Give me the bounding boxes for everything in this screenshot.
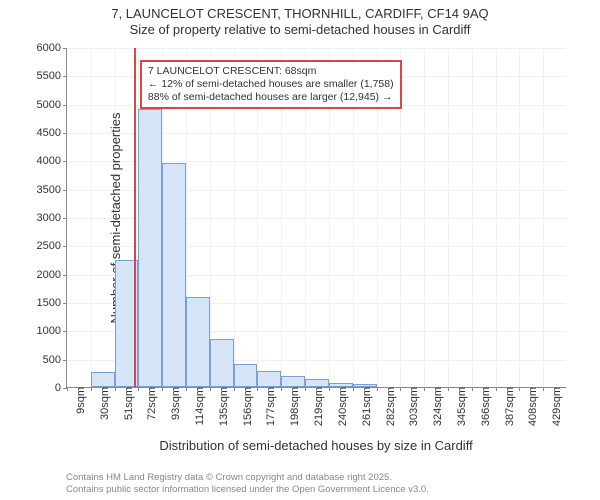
gridline-v xyxy=(519,48,520,387)
xtick-label: 198sqm xyxy=(283,387,301,426)
xtick-mark xyxy=(543,387,544,391)
ytick-mark xyxy=(63,48,67,49)
xtick-mark xyxy=(400,387,401,391)
histogram-bar xyxy=(186,297,210,387)
xtick-mark xyxy=(186,387,187,391)
xtick-mark xyxy=(377,387,378,391)
reference-marker-line xyxy=(134,48,136,387)
histogram-bar xyxy=(281,376,305,387)
xtick-label: 282sqm xyxy=(379,387,397,426)
histogram-bar xyxy=(305,379,329,388)
xtick-mark xyxy=(257,387,258,391)
plot-region: 0500100015002000250030003500400045005000… xyxy=(66,48,566,388)
xtick-mark xyxy=(234,387,235,391)
xtick-mark xyxy=(162,387,163,391)
histogram-bar xyxy=(138,109,162,387)
xtick-label: 30sqm xyxy=(93,387,111,420)
histogram-bar xyxy=(162,163,186,387)
ytick-mark xyxy=(63,76,67,77)
xtick-mark xyxy=(353,387,354,391)
xtick-label: 135sqm xyxy=(212,387,230,426)
histogram-bar xyxy=(257,371,281,387)
gridline-v xyxy=(424,48,425,387)
credits-block: Contains HM Land Registry data © Crown c… xyxy=(66,472,429,496)
credit-line-1: Contains HM Land Registry data © Crown c… xyxy=(66,472,429,484)
ytick-mark xyxy=(63,161,67,162)
gridline-v xyxy=(543,48,544,387)
histogram-bar xyxy=(91,372,115,387)
xtick-label: 240sqm xyxy=(331,387,349,426)
gridline-v xyxy=(448,48,449,387)
ytick-mark xyxy=(63,303,67,304)
xtick-mark xyxy=(305,387,306,391)
xtick-mark xyxy=(496,387,497,391)
histogram-bar xyxy=(234,364,258,387)
callout-box: 7 LAUNCELOT CRESCENT: 68sqm← 12% of semi… xyxy=(140,60,402,109)
xtick-label: 177sqm xyxy=(259,387,277,426)
xtick-label: 324sqm xyxy=(426,387,444,426)
gridline-h xyxy=(67,48,566,49)
xtick-label: 156sqm xyxy=(236,387,254,426)
xtick-mark xyxy=(329,387,330,391)
xtick-label: 9sqm xyxy=(69,387,87,414)
xtick-label: 429sqm xyxy=(545,387,563,426)
xtick-label: 303sqm xyxy=(402,387,420,426)
xtick-label: 261sqm xyxy=(355,387,373,426)
gridline-v xyxy=(91,48,92,387)
xtick-mark xyxy=(115,387,116,391)
xtick-label: 408sqm xyxy=(521,387,539,426)
ytick-mark xyxy=(63,218,67,219)
xtick-label: 72sqm xyxy=(140,387,158,420)
xtick-label: 93sqm xyxy=(164,387,182,420)
histogram-bar xyxy=(210,339,234,387)
callout-line3: 88% of semi-detached houses are larger (… xyxy=(148,91,394,104)
callout-line2: ← 12% of semi-detached houses are smalle… xyxy=(148,78,394,91)
ytick-mark xyxy=(63,190,67,191)
xtick-mark xyxy=(67,387,68,391)
xtick-mark xyxy=(448,387,449,391)
xtick-mark xyxy=(138,387,139,391)
ytick-mark xyxy=(63,275,67,276)
xtick-label: 114sqm xyxy=(188,387,206,425)
xtick-mark xyxy=(519,387,520,391)
histogram-bar xyxy=(329,383,353,387)
chart-title-block: 7, LAUNCELOT CRESCENT, THORNHILL, CARDIF… xyxy=(0,0,600,39)
xtick-mark xyxy=(424,387,425,391)
callout-line1: 7 LAUNCELOT CRESCENT: 68sqm xyxy=(148,65,394,78)
ytick-mark xyxy=(63,105,67,106)
histogram-bar xyxy=(353,384,377,387)
xtick-label: 387sqm xyxy=(498,387,516,426)
chart-area: 0500100015002000250030003500400045005000… xyxy=(66,48,566,388)
ytick-mark xyxy=(63,360,67,361)
xtick-label: 219sqm xyxy=(307,387,325,426)
gridline-v xyxy=(472,48,473,387)
gridline-v xyxy=(496,48,497,387)
title-line-1: 7, LAUNCELOT CRESCENT, THORNHILL, CARDIF… xyxy=(0,6,600,22)
xtick-mark xyxy=(210,387,211,391)
xtick-mark xyxy=(472,387,473,391)
ytick-mark xyxy=(63,133,67,134)
xtick-mark xyxy=(281,387,282,391)
xtick-label: 51sqm xyxy=(117,387,135,420)
ytick-mark xyxy=(63,331,67,332)
x-axis-label: Distribution of semi-detached houses by … xyxy=(159,438,472,453)
xtick-label: 366sqm xyxy=(474,387,492,426)
ytick-mark xyxy=(63,246,67,247)
title-line-2: Size of property relative to semi-detach… xyxy=(0,22,600,38)
xtick-label: 345sqm xyxy=(450,387,468,426)
credit-line-2: Contains public sector information licen… xyxy=(66,484,429,496)
xtick-mark xyxy=(91,387,92,391)
